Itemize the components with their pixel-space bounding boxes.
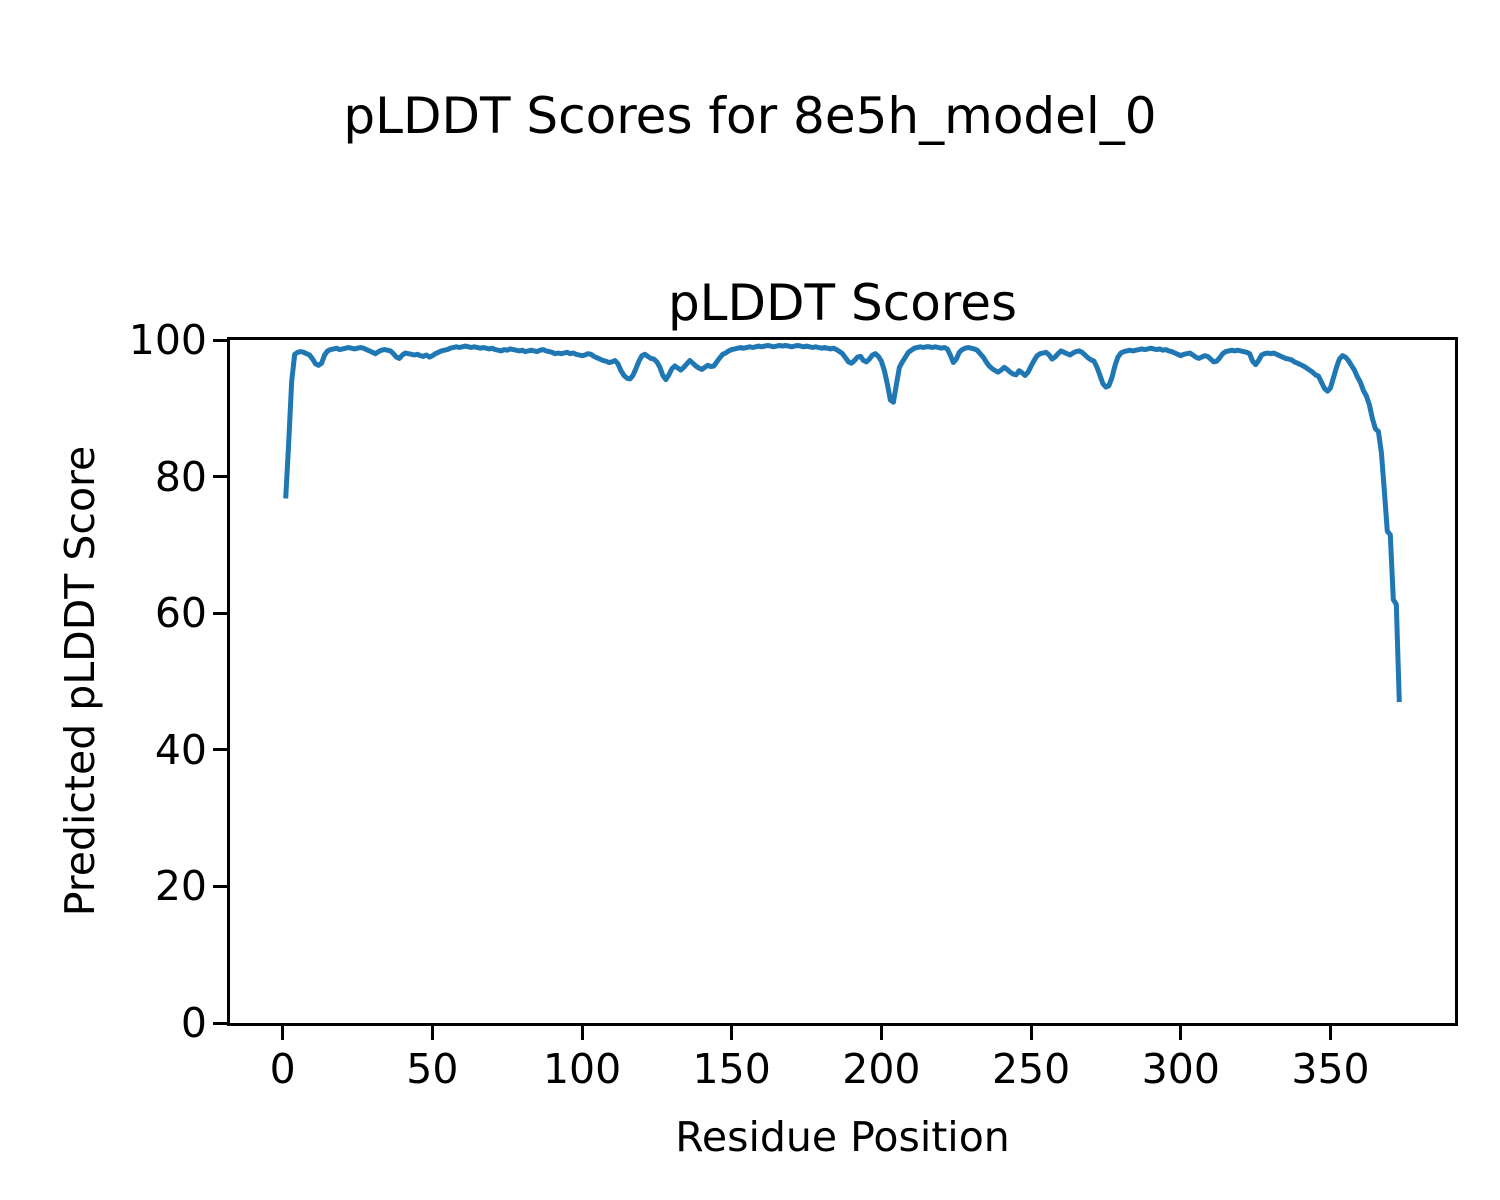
x-tick-label: 100	[542, 1045, 622, 1093]
y-tick-label: 0	[180, 999, 207, 1047]
y-tick-label: 100	[128, 316, 207, 364]
x-tick-mark	[430, 1026, 434, 1040]
y-tick-mark	[213, 748, 227, 752]
axes-title: pLDDT Scores	[667, 274, 1018, 332]
y-tick-mark	[213, 611, 227, 615]
x-tick-label: 50	[406, 1045, 459, 1093]
x-tick-label: 0	[269, 1045, 296, 1093]
x-tick-mark	[879, 1026, 883, 1040]
x-tick-mark	[1179, 1026, 1183, 1040]
y-tick-label: 80	[154, 452, 207, 501]
x-tick-mark	[580, 1026, 584, 1040]
plot-area	[227, 337, 1458, 1026]
plot-canvas	[283, 343, 1402, 703]
figure-title: pLDDT Scores for 8e5h_model_0	[343, 87, 1157, 145]
y-tick-label: 60	[154, 589, 207, 638]
y-tick-mark	[213, 884, 227, 888]
x-tick-label: 150	[692, 1045, 771, 1093]
y-tick-mark	[213, 338, 227, 342]
y-tick-mark	[213, 1021, 227, 1025]
x-tick-label: 300	[1141, 1045, 1220, 1093]
x-tick-label: 200	[842, 1045, 921, 1093]
plddt-score-line	[283, 343, 1402, 703]
x-tick-label: 250	[991, 1045, 1071, 1093]
y-axis-label: Predicted pLDDT Score	[56, 445, 104, 917]
x-axis-label: Residue Position	[675, 1113, 1010, 1161]
x-tick-mark	[1329, 1026, 1332, 1040]
x-tick-mark	[1029, 1026, 1033, 1040]
x-tick-mark	[281, 1026, 285, 1040]
y-tick-label: 40	[154, 725, 207, 774]
x-tick-label: 350	[1291, 1045, 1370, 1093]
x-tick-mark	[730, 1026, 734, 1040]
y-tick-mark	[213, 475, 227, 479]
y-tick-label: 20	[154, 862, 207, 911]
